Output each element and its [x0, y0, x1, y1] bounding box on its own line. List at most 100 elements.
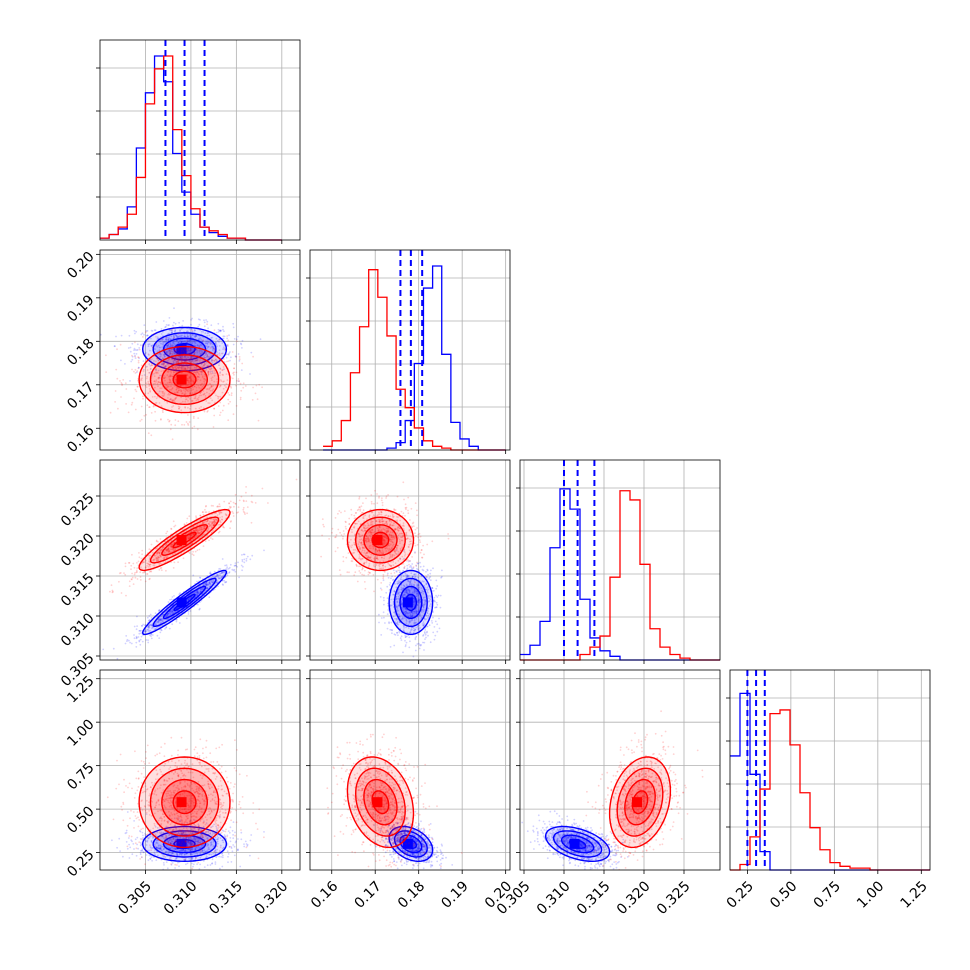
- sample-point: [194, 391, 197, 394]
- sample-point: [162, 357, 164, 360]
- sample-point: [207, 402, 210, 404]
- sample-point: [208, 368, 211, 371]
- sample-point: [174, 360, 177, 362]
- sample-point: [235, 564, 237, 567]
- sample-point: [209, 572, 211, 575]
- sample-point: [223, 571, 226, 574]
- sample-point: [191, 333, 194, 336]
- sample-point: [176, 391, 179, 393]
- sample-point: [177, 387, 180, 390]
- sample-point: [155, 336, 157, 338]
- sample-point: [140, 557, 143, 560]
- sample-point: [194, 397, 197, 400]
- sample-point: [181, 423, 183, 426]
- sample-point: [114, 345, 116, 347]
- sample-point: [231, 351, 234, 353]
- histogram-panel-1: [306, 249, 511, 451]
- sample-point: [141, 377, 143, 380]
- sample-point: [173, 330, 176, 333]
- sample-point: [415, 635, 418, 638]
- sample-point: [382, 611, 385, 614]
- sample-point: [153, 404, 155, 407]
- sample-point: [177, 342, 180, 344]
- sample-point: [238, 358, 241, 361]
- sample-point: [177, 358, 180, 361]
- sample-point: [177, 335, 180, 338]
- sample-point: [180, 348, 183, 351]
- sample-point: [179, 355, 182, 358]
- sample-point: [190, 380, 193, 382]
- sample-point: [169, 338, 172, 340]
- sample-point: [191, 359, 194, 362]
- sample-point: [185, 388, 188, 391]
- scatter-panel-0-2: [99, 459, 301, 661]
- sample-point: [162, 411, 164, 414]
- sample-point: [143, 324, 146, 326]
- sample-point: [159, 631, 162, 634]
- sample-point: [238, 499, 241, 502]
- sample-point: [226, 568, 228, 570]
- sample-point: [102, 648, 105, 651]
- sample-point: [113, 345, 116, 348]
- sample-point: [135, 646, 138, 648]
- sample-point: [226, 360, 228, 363]
- sample-point: [130, 360, 133, 363]
- sample-point: [229, 527, 232, 529]
- sample-point: [129, 346, 132, 349]
- sample-point: [171, 387, 174, 390]
- sample-point: [183, 367, 186, 369]
- sample-point: [139, 576, 142, 578]
- sample-point: [174, 366, 177, 368]
- sample-point: [141, 640, 144, 643]
- sample-point: [186, 377, 189, 380]
- sample-point: [436, 603, 439, 606]
- sample-point: [208, 539, 210, 542]
- sample-point: [171, 438, 174, 441]
- sample-point: [399, 637, 402, 639]
- sample-point: [211, 359, 214, 362]
- sample-point: [229, 400, 232, 403]
- sample-point: [213, 414, 216, 417]
- sample-point: [198, 359, 201, 362]
- sample-point: [174, 322, 177, 325]
- sample-point: [439, 606, 442, 609]
- sample-point: [136, 567, 139, 569]
- sample-point: [206, 341, 209, 343]
- sample-point: [173, 595, 175, 597]
- sample-point: [157, 381, 160, 383]
- sample-point: [240, 389, 243, 392]
- sample-point: [199, 577, 202, 579]
- sample-point: [163, 377, 166, 380]
- sample-point: [389, 628, 392, 631]
- sample-point: [159, 538, 162, 540]
- sample-point: [219, 368, 222, 371]
- sample-point: [205, 369, 208, 371]
- sample-point: [224, 349, 227, 351]
- sample-point: [158, 346, 161, 349]
- sample-point: [186, 385, 189, 387]
- sample-point: [236, 340, 238, 343]
- sample-point: [144, 384, 147, 387]
- sample-point: [224, 581, 227, 583]
- sample-point: [174, 377, 177, 379]
- sample-point: [199, 370, 202, 373]
- sample-point: [210, 385, 213, 387]
- sample-point: [207, 583, 210, 586]
- sample-point: [409, 559, 411, 562]
- sample-point: [131, 342, 134, 345]
- sample-point: [402, 481, 405, 484]
- sample-point: [177, 361, 180, 363]
- sample-point: [162, 363, 165, 365]
- sample-point: [232, 501, 235, 504]
- sample-point: [197, 396, 200, 399]
- sample-point: [140, 333, 143, 336]
- sample-point: [331, 527, 334, 530]
- sample-point: [177, 561, 180, 564]
- sample-point: [118, 572, 121, 575]
- sample-point: [201, 382, 204, 385]
- sample-point: [139, 420, 142, 422]
- sample-point: [155, 379, 158, 382]
- sample-point: [250, 521, 253, 524]
- sample-point: [154, 612, 157, 615]
- sample-point: [133, 352, 136, 355]
